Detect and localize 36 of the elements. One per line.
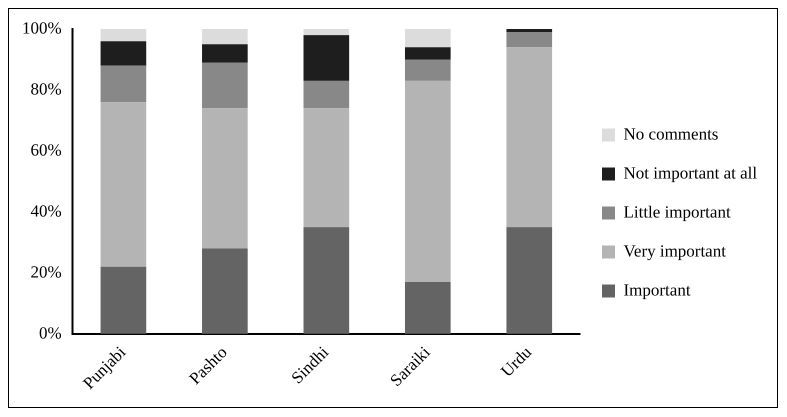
bar (100, 41, 146, 66)
bar (506, 29, 552, 32)
legend-label: Little important (624, 202, 731, 222)
legend-label: Very important (624, 241, 726, 260)
legend-label: No comments (624, 124, 718, 144)
bar (404, 59, 451, 81)
bar (202, 62, 248, 108)
y-tick-label: 80% (30, 79, 62, 98)
bar (202, 248, 248, 334)
y-tick-label: 60% (30, 140, 62, 160)
bar (404, 47, 451, 60)
bar (202, 108, 248, 248)
legend-label: Important (624, 280, 691, 300)
bar (202, 29, 248, 44)
bar (304, 29, 350, 36)
y-tick-label: 100% (22, 18, 62, 38)
bar (100, 102, 146, 267)
y-tick-label: 20% (30, 262, 62, 282)
x-tick-label: Urdu (497, 342, 536, 381)
y-tick-label: 40% (30, 201, 62, 220)
bar (100, 266, 146, 334)
bar (304, 108, 350, 228)
bar (202, 44, 248, 63)
bar (100, 66, 146, 102)
bar (506, 47, 552, 228)
legend-label: Not important at all (624, 163, 758, 182)
bar (404, 282, 451, 334)
bar (304, 227, 350, 334)
bar (304, 35, 350, 81)
y-tick-label: 0% (38, 323, 62, 342)
bar (506, 227, 552, 334)
bar (506, 32, 552, 48)
bar (404, 29, 451, 48)
bar (404, 80, 451, 282)
bar (100, 29, 146, 42)
bar (304, 80, 350, 108)
